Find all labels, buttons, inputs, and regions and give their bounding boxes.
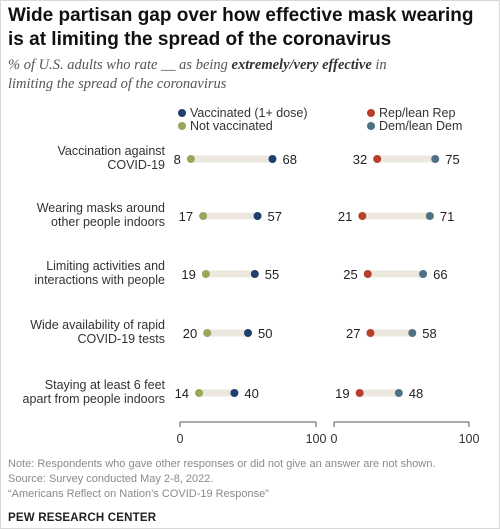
point-vax-0-4 (230, 389, 239, 397)
point-party-0-2 (363, 270, 372, 278)
data-label-vax-1-0: 8 (174, 152, 181, 167)
category-label-2-line-0: Limiting activities and (46, 259, 165, 273)
data-label-party-0-4: 19 (335, 386, 349, 401)
title-line-2: is at limiting the spread of the coronav… (8, 29, 392, 50)
subtitle-pre: % of U.S. adults who rate __ as being (8, 57, 232, 73)
category-label-1-line-0: Wearing masks around (37, 201, 165, 215)
dot-plot-chart: Vaccinated (1+ dose)Not vaccinated Rep/le… (23, 106, 480, 446)
subtitle-line-2: limiting the spread of the coronavirus (8, 76, 227, 92)
data-label-vax-0-3: 50 (258, 326, 272, 341)
point-vax-1-4 (195, 389, 204, 397)
point-party-0-1 (358, 212, 367, 220)
data-label-vax-1-4: 14 (175, 386, 189, 401)
subtitle-line-1: % of U.S. adults who rate __ as being ex… (8, 56, 494, 75)
x-tick-label-party-0: 0 (331, 432, 338, 446)
data-label-party-0-0: 32 (353, 152, 367, 167)
point-party-0-0 (373, 155, 382, 163)
legend-swatch-party-0 (367, 109, 375, 117)
data-label-party-1-2: 66 (433, 267, 447, 282)
point-party-1-3 (408, 329, 417, 337)
data-label-vax-0-1: 57 (268, 209, 282, 224)
point-vax-1-1 (199, 212, 208, 220)
pew-logo-text: PEW RESEARCH CENTER (8, 512, 157, 524)
point-vax-0-2 (250, 270, 259, 278)
data-label-party-1-0: 75 (445, 152, 459, 167)
category-label-3-line-0: Wide availability of rapid (30, 318, 165, 332)
x-tick-label-party-1: 100 (459, 432, 480, 446)
x-tick-label-vax-0: 0 (177, 432, 184, 446)
legend-swatch-party-1 (367, 122, 375, 130)
data-label-party-1-1: 71 (440, 209, 454, 224)
point-vax-0-0 (268, 155, 277, 163)
legend-label-party-0: Rep/lean Rep (379, 106, 455, 120)
legend-swatch-vax-1 (178, 122, 186, 130)
data-label-vax-1-1: 17 (179, 209, 193, 224)
point-vax-1-0 (186, 155, 195, 163)
note-line-1: Note: Respondents who gave other respons… (8, 458, 436, 470)
category-label-3-line-1: COVID-19 tests (77, 332, 165, 346)
legend-label-vax-0: Vaccinated (1+ dose) (190, 106, 308, 120)
category-label-4-line-1: apart from people indoors (23, 392, 165, 406)
point-party-1-4 (394, 389, 403, 397)
data-label-party-0-1: 21 (338, 209, 352, 224)
point-party-1-2 (419, 270, 428, 278)
legend-swatch-vax-0 (178, 109, 186, 117)
point-party-0-3 (366, 329, 375, 337)
data-label-vax-0-2: 55 (265, 267, 279, 282)
point-vax-0-3 (244, 329, 252, 337)
category-label-0-line-1: COVID-19 (107, 158, 165, 172)
x-tick-label-vax-1: 100 (306, 432, 327, 446)
legend-label-party-1: Dem/lean Dem (379, 119, 462, 133)
point-vax-0-1 (253, 212, 262, 220)
point-party-1-1 (425, 212, 434, 220)
note-line-2: Source: Survey conducted May 2-8, 2022. (8, 473, 214, 485)
data-label-vax-1-3: 20 (183, 326, 197, 341)
point-vax-1-2 (201, 270, 210, 278)
point-vax-1-3 (203, 329, 212, 337)
data-label-party-1-3: 58 (422, 326, 436, 341)
data-label-party-0-3: 27 (346, 326, 360, 341)
data-label-party-0-2: 25 (343, 267, 357, 282)
category-label-4-line-0: Staying at least 6 feet (45, 378, 166, 392)
data-label-vax-0-0: 68 (282, 152, 296, 167)
chart-subtitle: % of U.S. adults who rate __ as being ex… (8, 56, 494, 94)
data-label-party-1-4: 48 (409, 386, 423, 401)
data-label-vax-0-4: 40 (244, 386, 258, 401)
point-party-0-4 (355, 389, 364, 397)
title-line-1: Wide partisan gap over how effective mas… (8, 5, 474, 26)
legend-label-vax-1: Not vaccinated (190, 119, 273, 133)
data-label-vax-1-2: 19 (181, 267, 195, 282)
category-label-1-line-1: other people indoors (51, 215, 165, 229)
chart-title: Wide partisan gap over how effective mas… (8, 4, 494, 52)
subtitle-bold: extremely/very effective (231, 57, 372, 73)
point-party-1-0 (431, 155, 440, 163)
category-label-0-line-0: Vaccination against (58, 144, 166, 158)
note-line-3: “Americans Reflect on Nation’s COVID-19 … (8, 488, 269, 500)
category-label-2-line-1: interactions with people (34, 273, 165, 287)
chart-note: Note: Respondents who gave other respons… (8, 457, 494, 502)
subtitle-post: in (371, 57, 387, 73)
